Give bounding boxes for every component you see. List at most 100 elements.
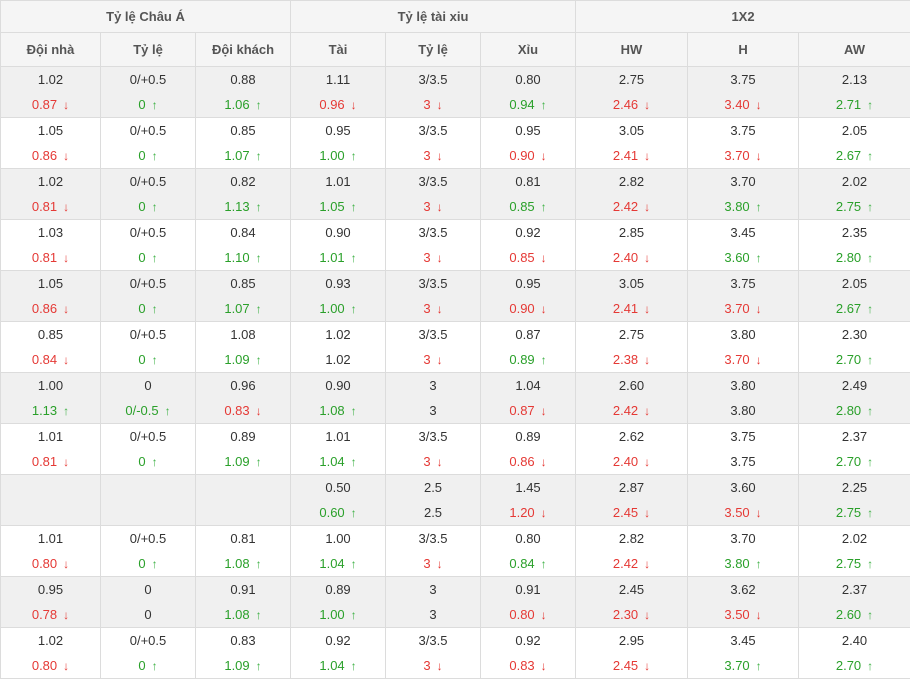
arrow-up-icon: ↑ xyxy=(756,200,762,214)
odds-value: 0 xyxy=(138,352,145,367)
odds-value: 3.50 xyxy=(724,505,749,520)
arrow-up-icon: ↑ xyxy=(256,557,262,571)
opening-odds-h: 3.62 xyxy=(688,577,799,603)
current-odds-line: 3↓ xyxy=(386,194,481,220)
arrow-down-icon: ↓ xyxy=(644,302,650,316)
column-header-handicap[interactable]: Tỷ lệ xyxy=(101,33,196,67)
opening-odds-handicap: 0/+0.5 xyxy=(101,169,196,195)
opening-odds-aw: 2.49 xyxy=(799,373,910,399)
odds-value: 1.00 xyxy=(319,301,344,316)
odds-value: 2.40 xyxy=(613,250,638,265)
opening-odds-handicap: 0/+0.5 xyxy=(101,118,196,144)
odds-value: 3.60 xyxy=(724,250,749,265)
opening-odds-over: 1.11 xyxy=(291,67,386,93)
arrow-down-icon: ↓ xyxy=(541,404,547,418)
arrow-up-icon: ↑ xyxy=(541,353,547,367)
opening-odds-home: 1.02 xyxy=(1,67,101,93)
odds-value: 1.06 xyxy=(224,97,249,112)
opening-odds-away: 0.88 xyxy=(196,67,291,93)
current-odds-aw: 2.70↑ xyxy=(799,449,910,475)
arrow-down-icon: ↓ xyxy=(63,455,69,469)
opening-odds-hw: 2.75 xyxy=(576,67,688,93)
odds-value: 3 xyxy=(423,556,430,571)
odds-value: 3 xyxy=(423,658,430,673)
odds-value: 0.94 xyxy=(509,97,534,112)
odds-value: 3 xyxy=(423,454,430,469)
opening-odds-handicap: 0/+0.5 xyxy=(101,424,196,450)
arrow-down-icon: ↓ xyxy=(63,302,69,316)
odds-value: 3.70 xyxy=(724,301,749,316)
opening-odds-hw: 2.62 xyxy=(576,424,688,450)
odds-value: 3.70 xyxy=(724,658,749,673)
odds-value: 0 xyxy=(138,148,145,163)
column-header-aw[interactable]: AW xyxy=(799,33,910,67)
current-odds-home: 0.81↓ xyxy=(1,449,101,475)
opening-odds-line: 3/3.5 xyxy=(386,628,481,654)
odds-value: 0.84 xyxy=(32,352,57,367)
arrow-up-icon: ↑ xyxy=(867,302,873,316)
arrow-down-icon: ↓ xyxy=(756,353,762,367)
opening-odds-home: 1.03 xyxy=(1,220,101,246)
column-header-home[interactable]: Đội nhà xyxy=(1,33,101,67)
odds-value: 0.81 xyxy=(32,250,57,265)
opening-odds-line: 3/3.5 xyxy=(386,67,481,93)
odds-value: 2.80 xyxy=(836,403,861,418)
arrow-up-icon: ↑ xyxy=(152,98,158,112)
current-odds-handicap: 0↑ xyxy=(101,449,196,475)
opening-odds-under: 0.80 xyxy=(481,526,576,552)
opening-odds-handicap: 0 xyxy=(101,373,196,399)
opening-odds-over: 0.93 xyxy=(291,271,386,297)
odds-value: 1.09 xyxy=(224,658,249,673)
opening-odds-aw: 2.05 xyxy=(799,118,910,144)
odds-value: 2.41 xyxy=(613,148,638,163)
arrow-down-icon: ↓ xyxy=(541,659,547,673)
opening-odds-h: 3.75 xyxy=(688,67,799,93)
column-header-over[interactable]: Tài xyxy=(291,33,386,67)
arrow-down-icon: ↓ xyxy=(437,251,443,265)
current-odds-hw: 2.41 ↓ xyxy=(576,143,688,169)
odds-value: 3.50 xyxy=(724,607,749,622)
odds-value: 1.00 xyxy=(319,607,344,622)
arrow-up-icon: ↑ xyxy=(867,200,873,214)
column-header-hw[interactable]: HW xyxy=(576,33,688,67)
arrow-down-icon: ↓ xyxy=(644,149,650,163)
opening-odds-under: 0.92 xyxy=(481,628,576,654)
arrow-up-icon: ↑ xyxy=(756,251,762,265)
odds-value: 2.42 xyxy=(613,556,638,571)
column-header-under[interactable]: Xỉu xyxy=(481,33,576,67)
odds-value: 2.45 xyxy=(613,658,638,673)
odds-value: 0 xyxy=(138,301,145,316)
current-odds-handicap: 0↑ xyxy=(101,245,196,271)
arrow-up-icon: ↑ xyxy=(351,404,357,418)
arrow-down-icon: ↓ xyxy=(256,404,262,418)
column-header-away[interactable]: Đội khách xyxy=(196,33,291,67)
odds-value: 0.84 xyxy=(509,556,534,571)
current-odds-home: 0.80↓ xyxy=(1,551,101,577)
opening-odds-under: 0.81 xyxy=(481,169,576,195)
arrow-up-icon: ↑ xyxy=(351,506,357,520)
opening-odds-away: 0.89 xyxy=(196,424,291,450)
group-header-asian: Tỷ lệ Châu Á xyxy=(1,1,291,33)
column-header-line[interactable]: Tỷ lệ xyxy=(386,33,481,67)
odds-value: 0/-0.5 xyxy=(125,403,158,418)
odds-value: 0.83 xyxy=(509,658,534,673)
opening-odds-away: 0.85 xyxy=(196,271,291,297)
opening-odds-aw: 2.35 xyxy=(799,220,910,246)
current-odds-line: 3↓ xyxy=(386,92,481,118)
current-odds-handicap: 0↑ xyxy=(101,347,196,373)
opening-odds-line: 3/3.5 xyxy=(386,322,481,348)
opening-odds-aw: 2.25 xyxy=(799,475,910,501)
opening-odds-aw: 2.37 xyxy=(799,577,910,603)
table-row: 0.81↓0↑1.13↑1.05↑3↓0.85↑2.42↓3.80↑2.75↑ xyxy=(1,194,910,220)
table-row: 0.87↓0↑1.06↑0.96↓3↓0.94↑2.46↓3.40↓2.71↑ xyxy=(1,92,910,118)
odds-value: 3 xyxy=(423,352,430,367)
table-row: 0.80↓0↑1.08↑1.04↑3↓0.84↑2.42↓3.80↑2.75↑ xyxy=(1,551,910,577)
odds-value: 0 xyxy=(138,250,145,265)
column-header-h[interactable]: H xyxy=(688,33,799,67)
odds-value: 2.67 xyxy=(836,301,861,316)
arrow-up-icon: ↑ xyxy=(867,608,873,622)
current-odds-handicap: 0↑ xyxy=(101,551,196,577)
odds-value: 1.09 xyxy=(224,454,249,469)
